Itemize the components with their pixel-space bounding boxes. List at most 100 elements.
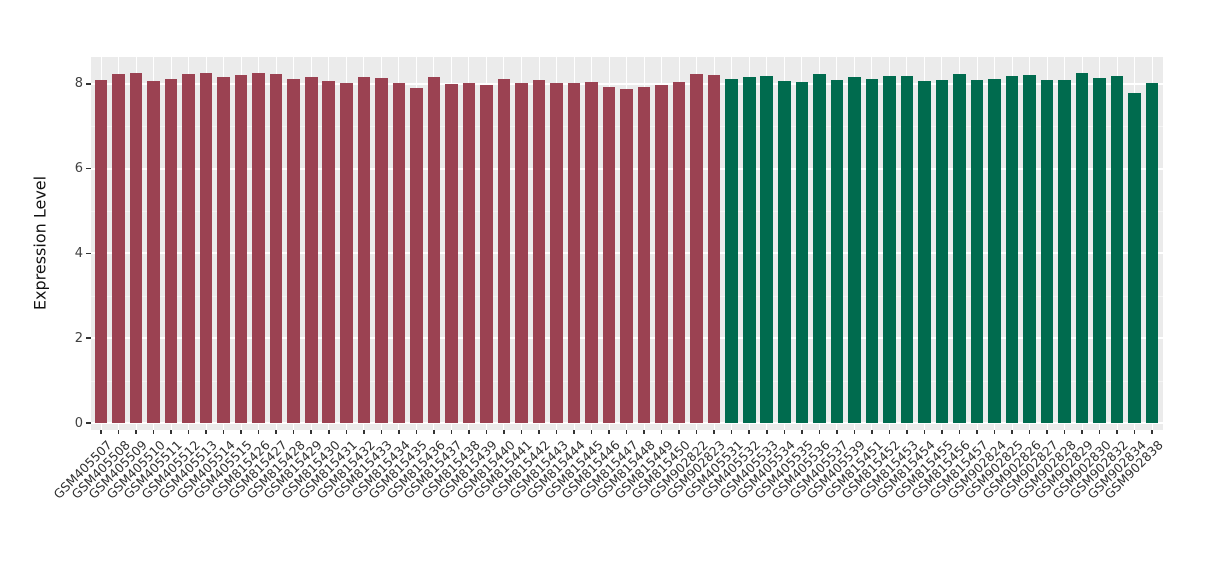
y-tick-label: 8 <box>74 76 83 92</box>
y-axis-title: Expression Level <box>30 175 50 311</box>
bar <box>620 89 633 423</box>
y-tick-label: 2 <box>74 330 83 346</box>
bar <box>1023 74 1036 423</box>
x-tick-mark <box>1011 430 1013 434</box>
x-tick-mark <box>257 430 260 434</box>
x-tick-mark <box>170 430 172 434</box>
bar <box>830 79 844 423</box>
bar <box>918 80 931 423</box>
bar <box>900 75 914 423</box>
bar <box>935 79 949 423</box>
bar <box>129 72 143 423</box>
bar <box>672 81 686 423</box>
x-tick-mark <box>713 430 715 434</box>
y-tick-mark <box>86 83 91 85</box>
x-tick-mark <box>380 430 383 434</box>
x-tick-mark <box>590 430 593 434</box>
x-tick-mark <box>660 430 663 434</box>
x-tick-mark <box>222 430 225 434</box>
x-tick-mark <box>871 430 873 434</box>
x-tick-mark <box>1028 430 1031 434</box>
x-tick-mark <box>836 430 838 434</box>
x-tick-mark <box>818 430 821 434</box>
y-tick-mark <box>86 422 91 424</box>
x-tick-mark <box>853 430 856 434</box>
x-tick-mark <box>906 430 908 434</box>
x-tick-mark <box>328 430 330 434</box>
x-tick-mark <box>100 430 102 434</box>
bar <box>1075 73 1089 423</box>
x-tick-mark <box>923 430 926 434</box>
bar <box>550 83 563 423</box>
bar <box>269 74 283 423</box>
bar <box>392 82 406 423</box>
x-tick-mark <box>135 430 137 434</box>
x-tick-mark <box>450 430 453 434</box>
x-tick-mark <box>363 430 365 434</box>
y-tick-label: 6 <box>74 161 83 177</box>
bar <box>848 77 861 423</box>
x-tick-mark <box>433 430 435 434</box>
bar <box>725 79 738 423</box>
x-tick-mark <box>345 430 348 434</box>
x-tick-mark <box>310 430 312 434</box>
x-tick-mark <box>468 430 470 434</box>
bar <box>953 74 966 423</box>
bar <box>252 73 265 423</box>
bar <box>795 81 809 423</box>
bar <box>322 81 336 423</box>
y-tick-mark <box>86 167 91 170</box>
x-tick-mark <box>555 430 558 434</box>
bar <box>182 74 195 423</box>
x-tick-mark <box>205 430 207 434</box>
bar <box>339 83 353 423</box>
x-tick-mark <box>748 430 750 434</box>
x-tick-mark <box>941 430 943 434</box>
x-tick-mark <box>117 430 120 434</box>
bar <box>217 76 230 423</box>
bar <box>655 84 668 423</box>
bar <box>1058 79 1071 423</box>
x-tick-mark <box>1151 430 1153 434</box>
bar <box>707 74 721 423</box>
plot-panel <box>91 57 1163 430</box>
bar <box>637 87 651 423</box>
bar <box>602 87 616 423</box>
bar <box>970 79 984 423</box>
bar <box>1093 78 1106 423</box>
x-tick-mark <box>976 430 978 434</box>
bar <box>988 79 1001 423</box>
bar <box>585 81 598 423</box>
bar <box>287 78 300 423</box>
bar <box>497 79 511 423</box>
bar <box>304 77 318 423</box>
bar <box>532 80 546 423</box>
bar <box>1128 92 1141 423</box>
x-tick-mark <box>643 430 645 434</box>
x-tick-mark <box>1133 430 1136 434</box>
x-tick-mark <box>783 430 786 434</box>
x-tick-mark <box>1046 430 1048 434</box>
x-tick-mark <box>415 430 418 434</box>
x-tick-mark <box>695 430 698 434</box>
bar <box>357 77 371 423</box>
x-tick-mark <box>292 430 295 434</box>
x-tick-mark <box>573 430 575 434</box>
y-tick-mark <box>86 252 91 255</box>
bar <box>147 80 160 423</box>
bar <box>883 76 896 423</box>
bar <box>690 73 703 423</box>
x-tick-mark <box>625 430 628 434</box>
bar <box>199 72 213 423</box>
y-tick-label: 4 <box>74 245 83 261</box>
bar <box>515 82 528 423</box>
x-tick-mark <box>1116 430 1118 434</box>
bar <box>1145 83 1159 423</box>
x-tick-mark <box>538 430 540 434</box>
bar <box>1110 76 1124 423</box>
x-tick-mark <box>520 430 523 434</box>
x-tick-mark <box>1098 430 1101 434</box>
x-tick-mark <box>730 430 733 434</box>
x-tick-mark <box>801 430 803 434</box>
